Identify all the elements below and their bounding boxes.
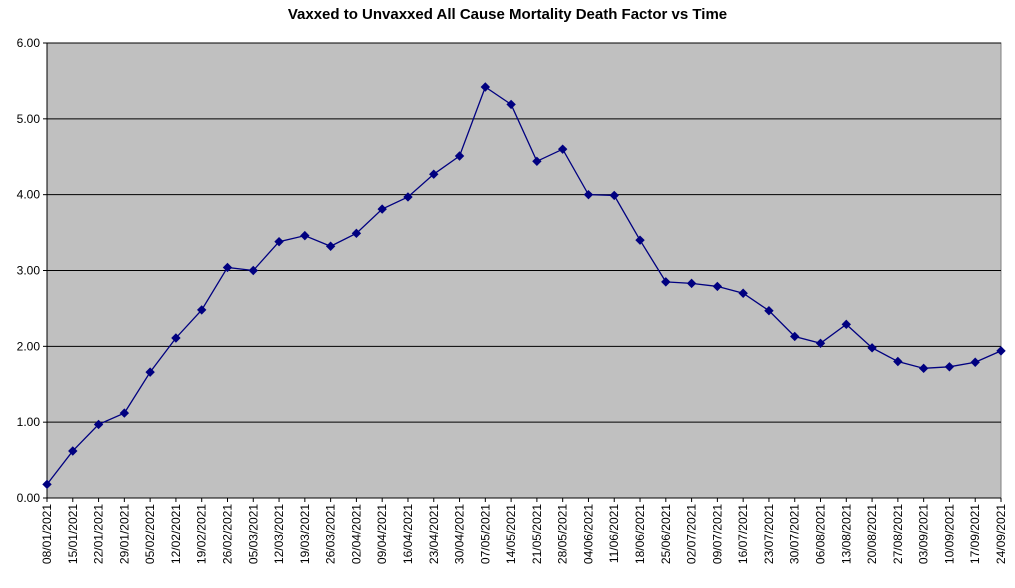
x-tick-label: 09/07/2021	[710, 504, 724, 564]
chart-title: Vaxxed to Unvaxxed All Cause Mortality D…	[287, 6, 728, 23]
x-tick-label: 12/02/2021	[169, 504, 183, 564]
data-point	[532, 156, 542, 167]
data-point	[377, 204, 387, 214]
data-point	[583, 189, 594, 200]
x-tick-label: 15/01/2021	[66, 504, 80, 564]
x-tick-label: 02/04/2021	[349, 504, 363, 564]
x-tick-label: 30/07/2021	[788, 504, 802, 564]
x-tick-label: 02/07/2021	[685, 504, 699, 564]
x-tick-label: 26/02/2021	[220, 504, 234, 564]
x-tick-label: 08/01/2021	[40, 504, 54, 564]
data-point	[944, 362, 955, 372]
data-point	[970, 357, 980, 367]
data-point	[661, 277, 671, 287]
x-tick-label: 18/06/2021	[633, 504, 647, 564]
data-point	[635, 235, 645, 245]
x-tick-label: 09/04/2021	[375, 504, 389, 564]
data-point	[557, 144, 568, 154]
x-tick-label: 13/08/2021	[839, 504, 853, 564]
x-tick-label: 25/06/2021	[659, 504, 673, 564]
y-tick-label: 2.00	[17, 339, 41, 353]
series-line	[46, 85, 1002, 485]
tick-labels: 0.00 1.00 2.00 3.00 4.00 5.00 6.00 08/01/2021 15…	[17, 36, 1008, 564]
x-tick-label: 19/02/2021	[195, 504, 209, 564]
data-point	[93, 419, 104, 430]
x-tick-label: 23/04/2021	[427, 504, 441, 564]
data-point	[867, 343, 877, 353]
x-tick-label: 05/03/2021	[246, 504, 260, 564]
x-tick-label: 14/05/2021	[504, 504, 518, 564]
x-tick-label: 20/08/2021	[865, 504, 879, 564]
data-point	[429, 169, 439, 179]
data-point	[712, 281, 723, 292]
data-point	[918, 363, 929, 374]
data-point	[686, 278, 697, 289]
data-point	[454, 151, 465, 161]
x-tick-label: 03/09/2021	[917, 504, 931, 564]
x-tick-label: 11/06/2021	[607, 504, 621, 563]
data-point	[68, 446, 78, 456]
data-point	[764, 305, 774, 316]
x-tick-label: 16/04/2021	[401, 504, 415, 564]
data-point	[171, 333, 181, 343]
x-tick-label: 29/01/2021	[117, 504, 131, 564]
data-point	[145, 367, 155, 377]
y-tick-label: 6.00	[17, 36, 41, 50]
axes	[43, 42, 1002, 502]
x-tick-label: 05/02/2021	[143, 504, 157, 564]
x-tick-label: 28/05/2021	[556, 504, 570, 564]
y-tick-label: 4.00	[17, 188, 41, 202]
x-tick-label: 17/09/2021	[968, 504, 982, 564]
data-point	[42, 479, 52, 490]
data-point	[351, 228, 362, 239]
x-tick-label: 27/08/2021	[891, 504, 905, 564]
data-point	[738, 288, 748, 298]
data-point	[119, 408, 130, 418]
y-tick-label: 5.00	[17, 112, 41, 126]
x-tick-label: 07/05/2021	[478, 504, 492, 564]
x-tick-label: 12/03/2021	[272, 504, 286, 564]
data-point	[403, 192, 413, 202]
x-tick-label: 04/06/2021	[581, 504, 595, 564]
y-tick-label: 1.00	[17, 415, 41, 429]
data-point	[841, 319, 852, 330]
x-tick-label: 24/09/2021	[994, 504, 1008, 564]
x-tick-label: 22/01/2021	[92, 504, 106, 564]
data-point	[815, 338, 826, 349]
x-tick-label: 06/08/2021	[814, 504, 828, 564]
data-point	[222, 262, 233, 273]
x-tick-label: 16/07/2021	[736, 504, 750, 564]
x-tick-label: 26/03/2021	[324, 504, 338, 564]
data-point	[325, 241, 336, 251]
x-tick-label: 21/05/2021	[530, 504, 544, 564]
data-point	[300, 230, 310, 241]
y-tick-label: 0.00	[17, 491, 41, 505]
x-tick-label: 30/04/2021	[453, 504, 467, 564]
data-point	[274, 236, 284, 247]
data-point	[790, 331, 800, 342]
data-series	[42, 82, 1006, 490]
gridlines	[47, 42, 1001, 423]
data-point	[609, 190, 619, 201]
data-point	[248, 265, 258, 276]
y-tick-label: 3.00	[17, 264, 41, 278]
data-point	[480, 82, 491, 92]
data-point	[996, 346, 1006, 356]
x-tick-label: 23/07/2021	[762, 504, 776, 564]
x-tick-label: 19/03/2021	[298, 504, 312, 564]
data-point	[196, 305, 207, 315]
x-tick-label: 10/09/2021	[942, 504, 956, 564]
data-point	[506, 99, 516, 110]
data-point	[893, 356, 903, 367]
